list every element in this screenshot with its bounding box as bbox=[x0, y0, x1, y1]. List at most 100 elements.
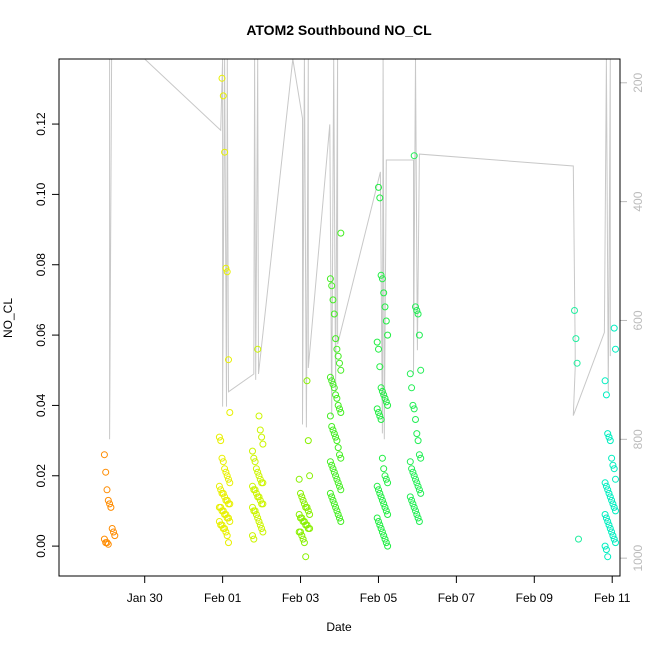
data-point bbox=[381, 303, 389, 311]
data-point bbox=[306, 525, 314, 532]
data-point bbox=[412, 475, 419, 483]
data-point bbox=[226, 479, 234, 487]
series-0 bbox=[100, 451, 119, 548]
data-point bbox=[601, 542, 609, 550]
data-point bbox=[414, 310, 422, 318]
data-point bbox=[602, 482, 610, 490]
data-point bbox=[376, 194, 384, 202]
data-point bbox=[378, 528, 386, 536]
data-point bbox=[251, 486, 259, 494]
data-point bbox=[612, 475, 619, 483]
data-point bbox=[222, 468, 230, 476]
data-point bbox=[376, 521, 384, 529]
series-3 bbox=[295, 377, 314, 561]
data-point bbox=[604, 486, 612, 494]
data-point bbox=[254, 514, 262, 522]
depth-track-layer bbox=[109, 58, 611, 440]
data-point bbox=[221, 525, 229, 532]
data-point bbox=[295, 475, 303, 483]
data-point bbox=[328, 423, 336, 430]
data-point bbox=[259, 500, 267, 508]
data-point bbox=[380, 500, 388, 508]
data-point bbox=[252, 465, 260, 473]
data-point bbox=[410, 152, 418, 160]
data-point bbox=[337, 518, 345, 525]
data-point bbox=[417, 454, 425, 462]
data-point bbox=[373, 338, 381, 346]
x-tick-label: Feb 05 bbox=[360, 591, 398, 605]
data-point bbox=[601, 511, 609, 518]
data-point bbox=[384, 401, 392, 409]
data-point bbox=[219, 458, 227, 466]
data-point bbox=[218, 74, 226, 82]
data-point bbox=[258, 525, 266, 532]
data-point bbox=[571, 307, 578, 314]
data-point bbox=[415, 486, 423, 494]
y-tick-label: 0.10 bbox=[34, 182, 48, 206]
data-point bbox=[100, 451, 108, 459]
series-7 bbox=[571, 307, 582, 543]
data-point bbox=[298, 493, 306, 501]
data-point bbox=[251, 507, 259, 515]
data-point bbox=[255, 472, 263, 480]
data-point bbox=[381, 535, 389, 543]
data-point bbox=[300, 539, 308, 547]
data-point bbox=[223, 532, 231, 540]
data-point bbox=[373, 482, 381, 490]
data-point bbox=[333, 507, 341, 515]
data-point bbox=[408, 496, 416, 504]
data-point bbox=[413, 307, 421, 314]
data-point bbox=[410, 472, 418, 480]
data-point bbox=[297, 489, 304, 497]
data-point bbox=[329, 296, 337, 304]
series-5 bbox=[373, 183, 392, 550]
data-point bbox=[326, 458, 334, 466]
data-point bbox=[336, 405, 343, 413]
data-points-layer bbox=[100, 74, 619, 561]
data-point bbox=[380, 391, 388, 399]
data-point bbox=[225, 539, 232, 547]
data-point bbox=[330, 310, 338, 318]
data-point bbox=[111, 532, 119, 540]
data-point bbox=[225, 356, 232, 364]
data-point bbox=[375, 183, 382, 191]
data-point bbox=[326, 373, 334, 381]
x-tick-label: Feb 07 bbox=[438, 591, 476, 605]
data-point bbox=[572, 335, 580, 343]
data-point bbox=[302, 553, 310, 561]
data-point bbox=[414, 482, 422, 490]
data-point bbox=[249, 532, 256, 540]
data-point bbox=[377, 493, 385, 501]
depth-track-line bbox=[109, 58, 611, 440]
data-point bbox=[378, 387, 386, 395]
data-point bbox=[377, 384, 385, 392]
x-axis-label: Date bbox=[326, 620, 352, 634]
data-point bbox=[612, 539, 619, 547]
data-point bbox=[303, 503, 311, 511]
data-point bbox=[604, 430, 612, 438]
data-point bbox=[215, 433, 223, 441]
data-point bbox=[329, 380, 337, 388]
data-point bbox=[609, 532, 617, 540]
data-point bbox=[409, 500, 417, 508]
data-point bbox=[107, 503, 115, 511]
data-point bbox=[334, 479, 342, 487]
data-point bbox=[606, 493, 614, 501]
data-point bbox=[376, 412, 384, 420]
data-point bbox=[110, 528, 117, 536]
y2-tick-label: 600 bbox=[631, 310, 645, 330]
data-point bbox=[337, 366, 345, 374]
data-point bbox=[608, 496, 616, 504]
data-point bbox=[412, 416, 419, 423]
data-point bbox=[330, 500, 338, 508]
data-point bbox=[255, 412, 263, 420]
data-point bbox=[376, 363, 384, 371]
data-point bbox=[573, 359, 581, 367]
data-point bbox=[336, 451, 343, 459]
data-point bbox=[303, 377, 311, 385]
data-point bbox=[334, 401, 342, 409]
data-point bbox=[333, 345, 341, 353]
data-point bbox=[409, 468, 417, 476]
data-point bbox=[382, 539, 390, 547]
data-point bbox=[250, 535, 258, 543]
